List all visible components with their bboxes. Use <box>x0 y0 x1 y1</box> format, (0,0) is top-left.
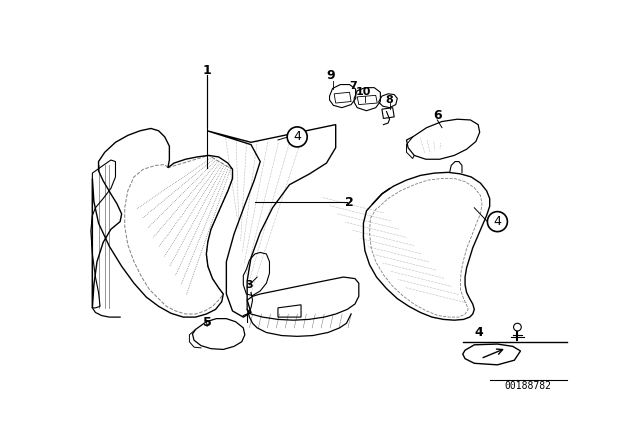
Text: 10: 10 <box>356 87 371 97</box>
Circle shape <box>287 127 307 147</box>
Text: 4: 4 <box>293 130 301 143</box>
Text: 3: 3 <box>246 280 253 290</box>
Text: 1: 1 <box>203 64 211 77</box>
Circle shape <box>513 323 521 331</box>
Text: 8: 8 <box>386 95 394 105</box>
Text: 00188782: 00188782 <box>505 381 552 392</box>
Text: 4: 4 <box>474 326 483 339</box>
Text: 7: 7 <box>349 81 357 91</box>
Text: 6: 6 <box>433 109 442 122</box>
Circle shape <box>488 211 508 232</box>
Text: 4: 4 <box>493 215 501 228</box>
Text: 2: 2 <box>345 196 354 209</box>
Text: 5: 5 <box>203 316 211 329</box>
Text: 9: 9 <box>326 69 335 82</box>
